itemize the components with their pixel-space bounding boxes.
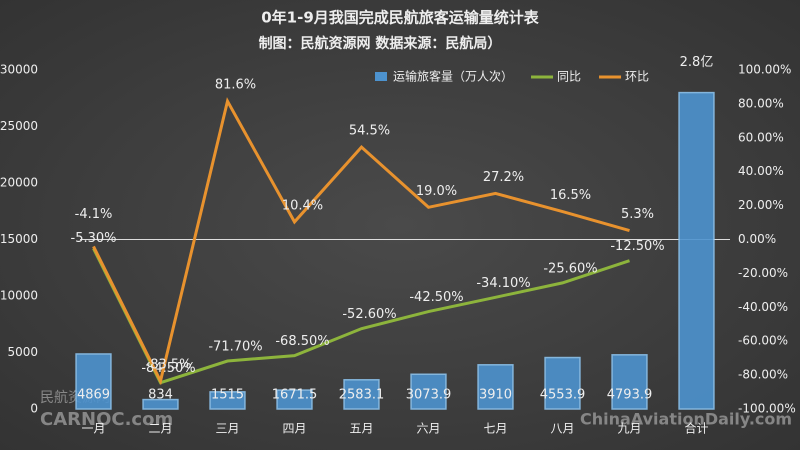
bar (477, 364, 514, 410)
line-value-label: 16.5% (550, 188, 591, 203)
line-value-label: -52.60% (342, 307, 396, 322)
bar (142, 398, 179, 410)
y2-tick-label: 0.00% (738, 232, 776, 246)
line-value-label: -5.30% (71, 231, 117, 246)
y-tick-label: 20000 (0, 176, 38, 190)
line-value-label: -68.50% (275, 334, 329, 349)
x-tick-label: 一月 (81, 422, 105, 436)
x-tick-label: 九月 (617, 422, 641, 436)
line-value-label: -71.70% (208, 340, 262, 355)
y2-tick-label: -60.00% (738, 334, 788, 348)
bar (209, 391, 246, 410)
bar-value-label: 1671.5 (272, 388, 318, 403)
line-value-label: -25.60% (543, 261, 597, 276)
line-value-label: 81.6% (215, 78, 256, 93)
y2-tick-label: -40.00% (738, 300, 788, 314)
y-tick-label: 30000 (0, 63, 38, 77)
line (92, 247, 630, 385)
x-tick-label: 六月 (416, 422, 440, 436)
legend-label: 运输旅客量（万人次） (393, 69, 513, 84)
line-value-label: 5.3% (621, 207, 654, 222)
y2-tick-label: 40.00% (738, 164, 784, 178)
y2-tick-label: 20.00% (738, 198, 784, 212)
legend-label: 环比 (625, 70, 649, 84)
bar-value-label: 1515 (211, 388, 244, 403)
bar (75, 353, 112, 410)
bar-value-label: 2583.1 (339, 388, 385, 403)
y2-tick-label: 60.00% (738, 130, 784, 144)
bar-value-label: 3910 (479, 388, 512, 403)
legend-label: 同比 (557, 70, 581, 84)
bar (410, 373, 447, 410)
line-value-label: 19.0% (416, 184, 457, 199)
watermark: ChinaAviationDaily.com (580, 410, 792, 429)
line-value-label: -42.50% (409, 290, 463, 305)
chart-subtitle: 制图：民航资源网 数据来源：民航局） (259, 35, 502, 52)
bar-value-label: 834 (148, 388, 173, 403)
bar-value-label: 4553.9 (540, 388, 586, 403)
line-value-label: -83.5% (146, 358, 192, 373)
line-value-label: 27.2% (483, 170, 524, 185)
x-tick-label: 合计 (684, 421, 708, 436)
line (92, 97, 630, 386)
watermark: CARNOC.com (40, 409, 173, 430)
y2-tick-label: 80.00% (738, 96, 784, 110)
y-tick-label: 5000 (7, 345, 38, 359)
bar-value-label: 2.8亿 (680, 55, 714, 70)
bar (611, 354, 648, 410)
y2-tick-label: 100.00% (738, 63, 791, 77)
bar-value-label: 3073.9 (406, 388, 452, 403)
y2-tick-label: -100.00% (738, 402, 796, 416)
line-value-label: -4.1% (75, 207, 113, 222)
x-tick-label: 七月 (483, 422, 507, 436)
x-tick-label: 八月 (550, 422, 574, 436)
line-value-label: 10.4% (282, 198, 323, 213)
y-tick-label: 15000 (0, 232, 38, 246)
bar (544, 356, 581, 410)
y-tick-label: 25000 (0, 119, 38, 133)
x-tick-label: 五月 (349, 422, 373, 436)
legend-swatch (375, 72, 387, 81)
x-tick-label: 二月 (148, 422, 172, 436)
x-tick-label: 三月 (215, 422, 239, 436)
x-tick-label: 四月 (282, 422, 306, 436)
y-tick-label: 10000 (0, 289, 38, 303)
y2-tick-label: -80.00% (738, 368, 788, 382)
bar-value-label: 4869 (77, 388, 110, 403)
line-value-label: -34.10% (476, 276, 530, 291)
bar (276, 389, 313, 410)
y-tick-label: 0 (30, 402, 38, 416)
chart-title: 0年1-9月我国完成民航旅客运输量统计表 (261, 9, 540, 27)
bar-value-label: 4793.9 (607, 388, 653, 403)
line-value-label: 54.5% (349, 124, 390, 139)
y2-tick-label: -20.00% (738, 266, 788, 280)
bar (343, 379, 380, 410)
line-value-label: -12.50% (610, 239, 664, 254)
bar (678, 91, 715, 410)
